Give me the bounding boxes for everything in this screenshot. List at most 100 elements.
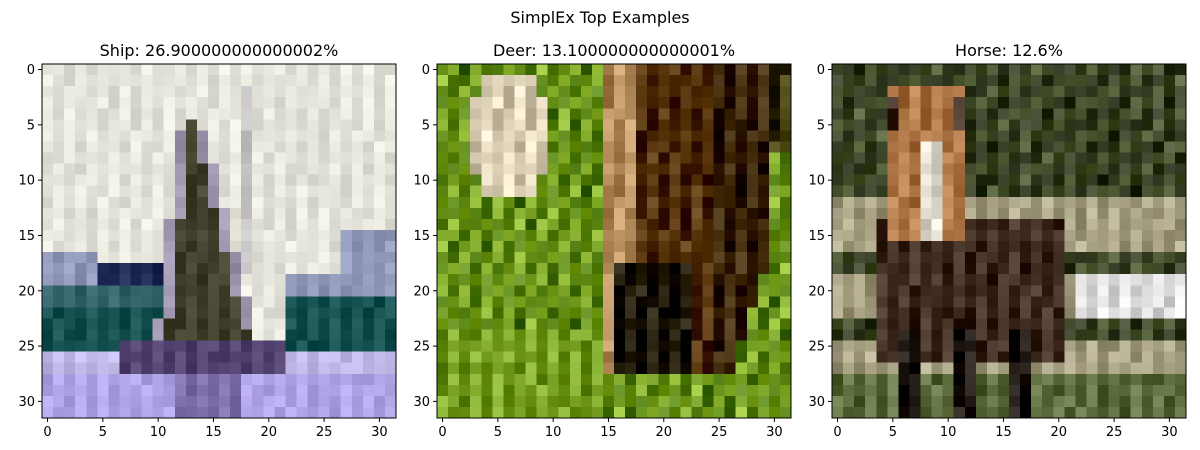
pixel xyxy=(152,351,165,364)
pixel xyxy=(953,351,966,364)
pixel xyxy=(602,141,615,154)
pixel xyxy=(931,351,944,364)
pixel xyxy=(86,163,98,176)
pixel xyxy=(141,64,154,76)
pixel xyxy=(108,307,121,320)
pixel xyxy=(614,406,626,419)
pixel xyxy=(86,86,98,98)
pixel xyxy=(252,274,264,286)
pixel xyxy=(1163,373,1176,386)
pixel xyxy=(580,86,593,98)
pixel xyxy=(536,395,549,408)
pixel xyxy=(525,141,538,154)
pixel xyxy=(53,329,65,342)
pixel xyxy=(558,307,571,320)
pixel xyxy=(97,207,109,220)
pixel xyxy=(854,218,866,231)
pixel xyxy=(340,196,353,209)
pixel xyxy=(263,362,275,375)
pixel xyxy=(691,86,704,98)
pixel xyxy=(580,340,593,353)
pixel xyxy=(1064,329,1076,342)
pixel xyxy=(1031,64,1043,76)
pixel xyxy=(658,75,670,87)
pixel xyxy=(680,395,693,408)
pixel xyxy=(942,185,955,198)
pixel xyxy=(318,218,331,231)
pixel xyxy=(735,163,748,176)
pixel xyxy=(779,351,792,364)
pixel xyxy=(53,307,65,320)
pixel xyxy=(691,218,704,231)
pixel xyxy=(130,196,143,209)
pixel xyxy=(997,406,1010,419)
pixel xyxy=(459,152,471,165)
pixel xyxy=(602,329,615,342)
pixel xyxy=(108,218,121,231)
pixel xyxy=(832,340,844,353)
pixel xyxy=(362,196,375,209)
pixel xyxy=(843,218,855,231)
pixel xyxy=(986,307,999,320)
pixel xyxy=(481,108,493,120)
pixel xyxy=(768,229,781,242)
pixel xyxy=(636,296,648,308)
pixel xyxy=(580,285,593,297)
pixel xyxy=(1097,384,1110,397)
pixel xyxy=(503,263,516,275)
pixel xyxy=(329,406,342,419)
pixel xyxy=(470,296,482,308)
pixel xyxy=(547,130,560,143)
pixel xyxy=(953,274,966,286)
pixel xyxy=(373,108,386,120)
pixel xyxy=(362,274,375,286)
pixel xyxy=(569,373,582,386)
pixel xyxy=(702,384,715,397)
pixel xyxy=(241,395,253,408)
pixel xyxy=(1086,274,1099,286)
pixel xyxy=(964,174,977,187)
pixel xyxy=(263,274,275,286)
pixel xyxy=(658,263,670,275)
pixel xyxy=(702,406,715,419)
pixel xyxy=(437,252,449,264)
pixel xyxy=(680,285,693,297)
pixel xyxy=(986,340,999,353)
pixel xyxy=(437,329,449,342)
pixel xyxy=(130,318,143,331)
pixel xyxy=(1075,64,1088,76)
pixel xyxy=(152,362,165,375)
pixel xyxy=(108,384,121,397)
pixel xyxy=(448,130,460,143)
pixel xyxy=(876,229,888,242)
pixel xyxy=(296,141,309,154)
pixel xyxy=(1152,406,1165,419)
pixel xyxy=(702,64,715,76)
pixel xyxy=(318,86,331,98)
pixel xyxy=(942,307,955,320)
pixel xyxy=(768,86,781,98)
pixel xyxy=(997,119,1010,131)
pixel xyxy=(953,185,966,198)
pixel xyxy=(64,362,76,375)
pixel xyxy=(558,64,571,76)
pixel xyxy=(669,75,681,87)
pixel xyxy=(931,218,944,231)
pixel xyxy=(887,108,899,120)
pixel xyxy=(1042,296,1054,308)
pixel xyxy=(1163,351,1176,364)
pixel xyxy=(152,285,165,297)
pixel xyxy=(525,252,538,264)
pixel xyxy=(746,108,759,120)
pixel xyxy=(975,218,988,231)
pixel xyxy=(580,296,593,308)
pixel xyxy=(1031,97,1043,109)
pixel xyxy=(1064,64,1076,76)
pixel xyxy=(1009,329,1021,342)
pixel xyxy=(252,119,264,131)
pixel xyxy=(1097,64,1110,76)
pixel xyxy=(702,130,715,143)
pixel xyxy=(1097,86,1110,98)
pixel xyxy=(691,285,704,297)
pixel xyxy=(942,318,955,331)
